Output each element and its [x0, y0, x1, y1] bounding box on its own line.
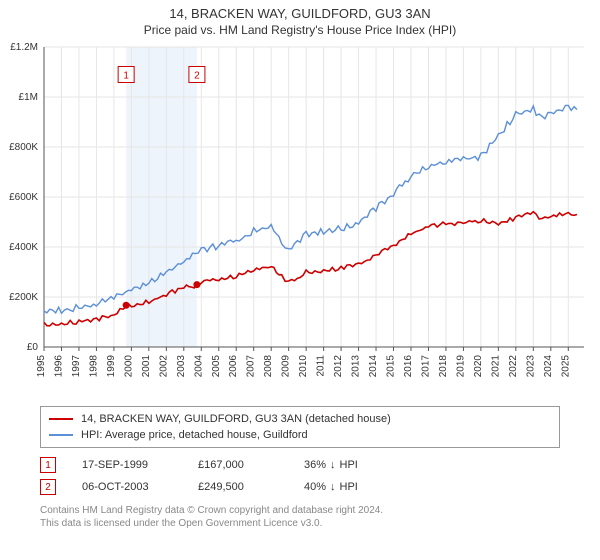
legend-item: HPI: Average price, detached house, Guil… — [49, 427, 551, 443]
svg-text:2005: 2005 — [211, 355, 222, 378]
legend-label: HPI: Average price, detached house, Guil… — [81, 429, 308, 441]
sale-row: 2 06-OCT-2003 £249,500 40% ↓ HPI — [40, 476, 560, 498]
svg-text:1995: 1995 — [36, 355, 47, 378]
footer-line: This data is licensed under the Open Gov… — [40, 517, 560, 530]
chart-title: 14, BRACKEN WAY, GUILDFORD, GU3 3AN — [0, 6, 600, 21]
svg-text:2017: 2017 — [420, 355, 431, 378]
svg-text:£1.2M: £1.2M — [10, 42, 38, 53]
sale-delta: 40% ↓ HPI — [304, 481, 394, 493]
arrow-down-icon: ↓ — [330, 459, 336, 471]
svg-text:£200K: £200K — [9, 292, 38, 303]
sale-delta-ref: HPI — [340, 459, 358, 471]
svg-text:2020: 2020 — [473, 355, 484, 378]
svg-text:£400K: £400K — [9, 242, 38, 253]
chart-area: £0 £200K £400K £600K £800K £1M £1.2M 1995 1996 19… — [0, 37, 600, 402]
svg-text:2012: 2012 — [333, 355, 344, 378]
svg-text:2000: 2000 — [123, 355, 134, 378]
svg-text:£1M: £1M — [19, 92, 38, 103]
svg-text:1996: 1996 — [53, 355, 64, 378]
sale-marker-icon: 2 — [40, 479, 56, 495]
svg-text:2021: 2021 — [490, 355, 501, 378]
sale-date: 06-OCT-2003 — [82, 481, 172, 493]
svg-text:1: 1 — [123, 71, 129, 82]
svg-text:2007: 2007 — [246, 355, 257, 378]
svg-text:2003: 2003 — [176, 355, 187, 378]
sales-table: 1 17-SEP-1999 £167,000 36% ↓ HPI 2 06-OC… — [40, 454, 560, 498]
svg-text:2016: 2016 — [403, 355, 414, 378]
arrow-down-icon: ↓ — [330, 481, 336, 493]
legend: 14, BRACKEN WAY, GUILDFORD, GU3 3AN (det… — [40, 406, 560, 448]
svg-text:2001: 2001 — [141, 355, 152, 378]
legend-swatch — [49, 434, 73, 436]
sale-delta: 36% ↓ HPI — [304, 459, 394, 471]
chart-titles: 14, BRACKEN WAY, GUILDFORD, GU3 3AN Pric… — [0, 0, 600, 37]
legend-item: 14, BRACKEN WAY, GUILDFORD, GU3 3AN (det… — [49, 411, 551, 427]
svg-text:2023: 2023 — [525, 355, 536, 378]
sale-delta-ref: HPI — [340, 481, 358, 493]
svg-text:2025: 2025 — [560, 355, 571, 378]
svg-text:1997: 1997 — [71, 355, 82, 378]
svg-text:2008: 2008 — [263, 355, 274, 378]
sale-row: 1 17-SEP-1999 £167,000 36% ↓ HPI — [40, 454, 560, 476]
svg-text:2013: 2013 — [351, 355, 362, 378]
sale-marker-icon: 1 — [40, 457, 56, 473]
attribution-footer: Contains HM Land Registry data © Crown c… — [40, 504, 560, 530]
svg-text:1999: 1999 — [106, 355, 117, 378]
sale-date: 17-SEP-1999 — [82, 459, 172, 471]
svg-text:1998: 1998 — [88, 355, 99, 378]
sale-delta-pct: 40% — [304, 481, 326, 493]
chart-subtitle: Price paid vs. HM Land Registry's House … — [0, 23, 600, 37]
svg-text:2014: 2014 — [368, 355, 379, 378]
svg-text:2019: 2019 — [455, 355, 466, 378]
sale-delta-pct: 36% — [304, 459, 326, 471]
svg-text:2018: 2018 — [438, 355, 449, 378]
svg-text:2010: 2010 — [298, 355, 309, 378]
legend-label: 14, BRACKEN WAY, GUILDFORD, GU3 3AN (det… — [81, 413, 391, 425]
svg-text:£600K: £600K — [9, 192, 38, 203]
footer-line: Contains HM Land Registry data © Crown c… — [40, 504, 560, 517]
svg-text:2004: 2004 — [193, 355, 204, 378]
svg-text:2: 2 — [194, 71, 200, 82]
svg-text:2009: 2009 — [281, 355, 292, 378]
svg-text:2011: 2011 — [316, 355, 327, 377]
price-chart: £0 £200K £400K £600K £800K £1M £1.2M 1995 1996 19… — [0, 37, 600, 397]
svg-text:2015: 2015 — [386, 355, 397, 378]
svg-text:2002: 2002 — [158, 355, 169, 378]
sale-price: £249,500 — [198, 481, 278, 493]
svg-text:2024: 2024 — [543, 355, 554, 378]
legend-swatch — [49, 418, 73, 420]
sale-price: £167,000 — [198, 459, 278, 471]
svg-text:£0: £0 — [27, 342, 39, 353]
svg-text:2006: 2006 — [228, 355, 239, 378]
svg-text:£800K: £800K — [9, 142, 38, 153]
svg-text:2022: 2022 — [508, 355, 519, 378]
